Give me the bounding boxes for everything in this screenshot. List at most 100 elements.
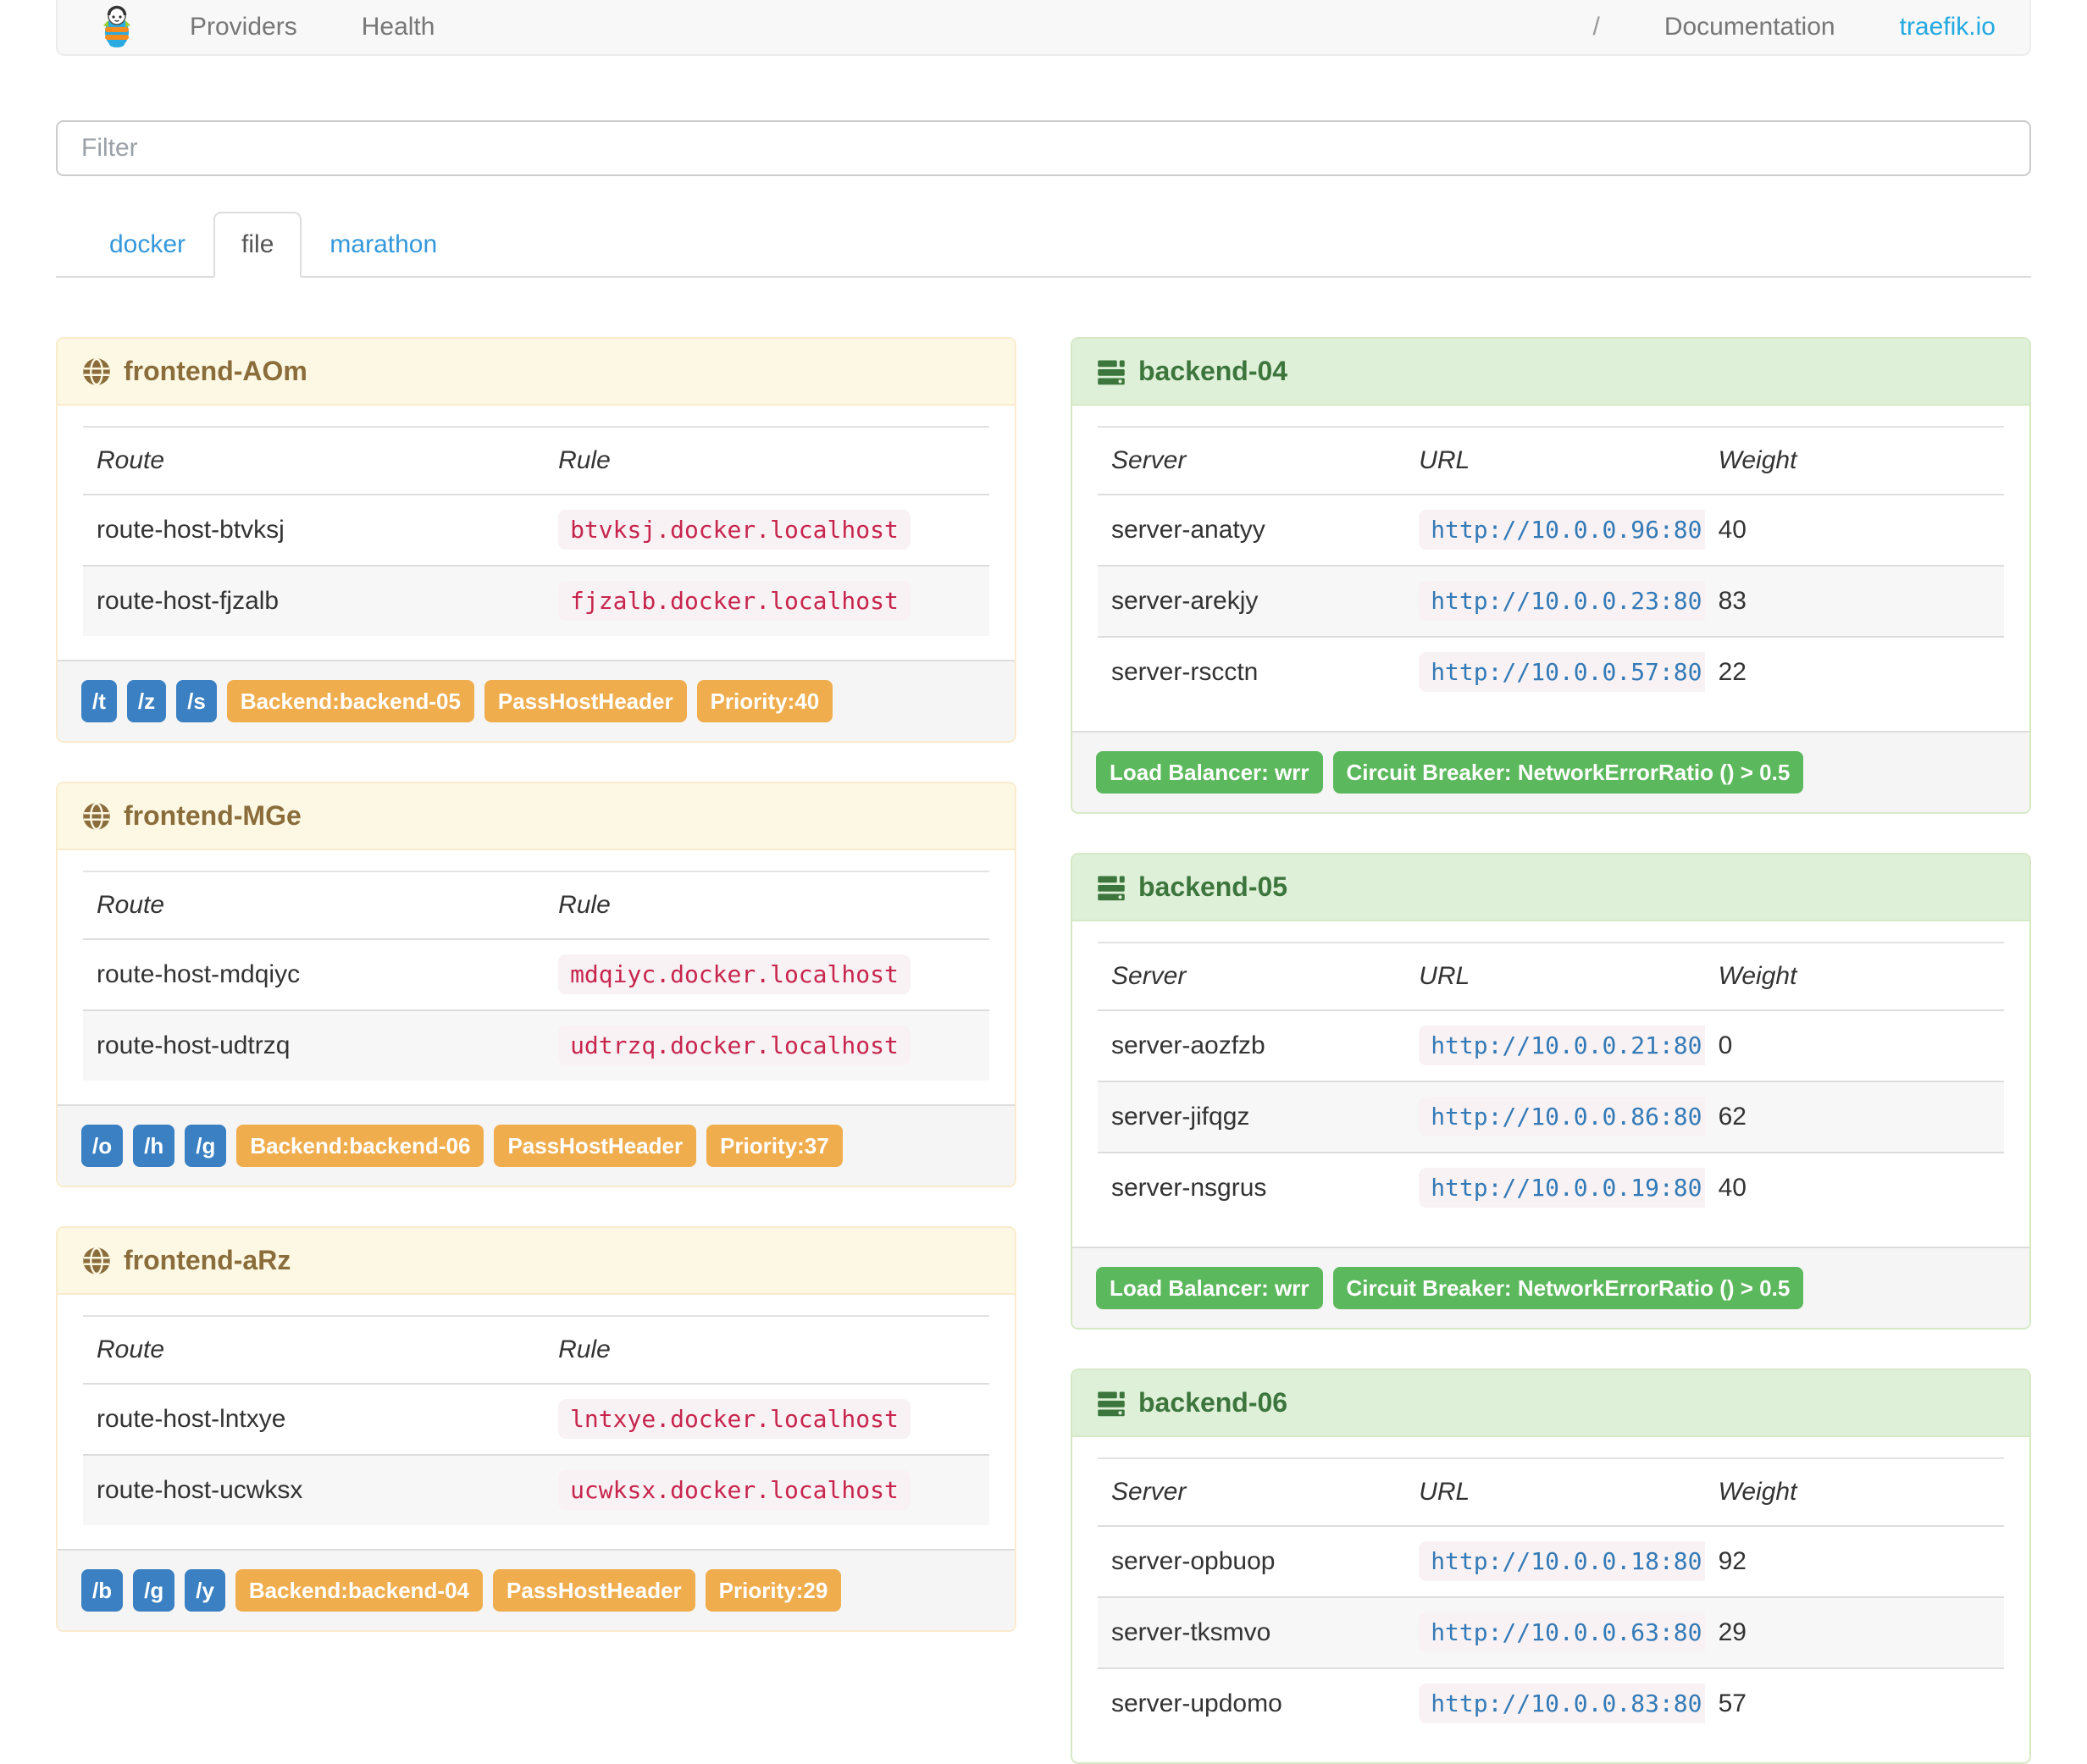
table-cell: http://10.0.0.96:80 <box>1405 495 1705 566</box>
table-cell: server-nsgrus <box>1098 1152 1406 1223</box>
url-code: http://10.0.0.63:80 <box>1419 1612 1705 1652</box>
servers-table: Server URL Weight server-opbuop http://10.0.… <box>1098 1457 2004 1739</box>
servers-table: Server URL Weight server-aozfzb http://10.0.… <box>1098 942 2004 1223</box>
globe-icon <box>81 357 112 387</box>
column-header: URL <box>1405 426 1705 495</box>
table-cell: server-tksmvo <box>1098 1596 1406 1668</box>
column-header: Server <box>1098 942 1406 1011</box>
column-header: Weight <box>1704 1457 2004 1527</box>
rule-code: udtrzq.docker.localhost <box>558 1026 911 1065</box>
server-row: server-arekjy http://10.0.0.23:80 83 <box>1098 565 2004 637</box>
nav-link-providers[interactable]: Providers <box>190 13 297 41</box>
table-cell: server-anatyy <box>1111 516 1265 544</box>
card-header: backend-05 <box>1072 854 2029 921</box>
column-header: Rule <box>545 871 989 940</box>
routes-table: Route Rule route-host-btvksj btvksj.docker.… <box>83 426 989 636</box>
tab-marathon[interactable]: marathon <box>302 212 465 278</box>
table-cell: server-rscctn <box>1098 636 1406 707</box>
backend-setting-tag: Load Balancer: wrr <box>1096 1267 1323 1309</box>
nav-link-documentation[interactable]: Documentation <box>1664 13 1835 41</box>
card-footer: /t/z/s Backend:backend-05 PassHostHeader Pr… <box>58 660 1015 741</box>
tab-label: marathon <box>329 230 438 258</box>
server-row: server-tksmvo http://10.0.0.63:80 29 <box>1098 1596 2004 1668</box>
card-title: frontend-aRz <box>124 1245 291 1275</box>
table-header-row: Route Rule <box>83 426 989 495</box>
table-cell: http://10.0.0.63:80 <box>1405 1596 1705 1668</box>
rule-code: btvksj.docker.localhost <box>558 510 911 550</box>
table-cell: route-host-ucwksx <box>83 1454 545 1525</box>
card-header: frontend-aRz <box>58 1228 1015 1295</box>
table-cell: http://10.0.0.83:80 <box>1405 1667 1705 1739</box>
card-header: frontend-MGe <box>58 783 1015 850</box>
route-row: route-host-mdqiyc mdqiyc.docker.localhost <box>83 939 989 1010</box>
nav-link-traefik-io[interactable]: traefik.io <box>1899 13 1996 41</box>
servers-table: Server URL Weight server-anatyy http://10.0.… <box>1098 426 2004 707</box>
column-header: Route <box>83 1315 545 1385</box>
tab-label: docker <box>109 230 186 258</box>
tab-file[interactable]: file <box>213 212 302 278</box>
table-cell: http://10.0.0.21:80 <box>1405 1010 1705 1081</box>
nav-link-health[interactable]: Health <box>361 13 435 41</box>
backend-setting-tag: Circuit Breaker: NetworkErrorRatio () > … <box>1332 751 1804 794</box>
card-title: backend-05 <box>1138 871 1288 902</box>
rule-code: ucwksx.docker.localhost <box>558 1470 911 1510</box>
table-cell: route-host-btvksj <box>97 516 285 544</box>
table-cell: 40 <box>1718 516 1747 544</box>
table-cell: 40 <box>1704 1152 2004 1223</box>
table-cell: 92 <box>1718 1547 1747 1575</box>
card-header: backend-04 <box>1072 339 2029 406</box>
route-row: route-host-btvksj btvksj.docker.localhost <box>83 495 989 566</box>
frontend-setting-tag: Backend:backend-05 <box>226 680 474 722</box>
routes-table: Route Rule route-host-mdqiyc mdqiyc.docker.… <box>83 871 989 1081</box>
table-header-row: Route Rule <box>83 871 989 940</box>
table-cell: server-aozfzb <box>1111 1031 1265 1059</box>
backends-column: backend-04 Server URL Weight server-anatyy ht… <box>1071 337 2031 1764</box>
navbar-left: Providers Health <box>80 5 467 49</box>
filter-input[interactable] <box>56 120 2031 176</box>
url-code: http://10.0.0.23:80 <box>1419 581 1705 621</box>
table-header-row: Server URL Weight <box>1098 1457 2004 1527</box>
column-header: URL <box>1405 1457 1705 1527</box>
navbar: Providers Health / Documentation traefik… <box>56 0 2031 56</box>
card-footer: /b/g/y Backend:backend-04 PassHostHeader Pr… <box>58 1549 1015 1630</box>
table-cell: btvksj.docker.localhost <box>545 495 989 566</box>
backend-setting-tag: Circuit Breaker: NetworkErrorRatio () > … <box>1332 1267 1804 1309</box>
frontend-setting-tag: PassHostHeader <box>484 680 687 722</box>
route-row: route-host-lntxye lntxye.docker.localhost <box>83 1384 989 1455</box>
nav-link-slash[interactable]: / <box>1592 13 1600 41</box>
frontend-card: frontend-MGe Route Rule route-host-mdqiyc md… <box>56 782 1016 1187</box>
card-header: backend-06 <box>1072 1370 2029 1437</box>
server-row: server-jifqgz http://10.0.0.86:80 62 <box>1098 1081 2004 1153</box>
card-footer: Load Balancer: wrr Circuit Breaker: Netwo… <box>1072 1247 2029 1328</box>
route-tag: /t <box>81 680 117 722</box>
column-header: Rule <box>545 426 989 495</box>
tab-docker[interactable]: docker <box>81 212 213 278</box>
route-tag: /y <box>185 1569 225 1612</box>
card-body: Route Rule route-host-btvksj btvksj.docker.… <box>58 406 1015 660</box>
card-footer: /o/h/g Backend:backend-06 PassHostHeader Pr… <box>58 1104 1015 1186</box>
provider-panels: frontend-AOm Route Rule route-host-btvksj bt… <box>56 337 2031 1764</box>
server-icon <box>1096 1388 1127 1418</box>
frontend-setting-tag: Backend:backend-06 <box>236 1125 484 1167</box>
table-cell: http://10.0.0.18:80 <box>1405 1526 1705 1597</box>
route-tag: /h <box>133 1125 175 1167</box>
tabs: docker file marathon <box>56 212 2031 278</box>
traefik-logo-icon[interactable] <box>80 5 158 49</box>
column-header: Weight <box>1704 426 2004 495</box>
column-header: Route <box>83 871 545 940</box>
url-code: http://10.0.0.96:80 <box>1419 510 1705 550</box>
table-header-row: Server URL Weight <box>1098 426 2004 495</box>
table-cell: server-opbuop <box>1111 1547 1276 1575</box>
server-row: server-aozfzb http://10.0.0.21:80 0 <box>1098 1010 2004 1081</box>
card-title: frontend-MGe <box>124 800 302 831</box>
table-cell: 29 <box>1704 1596 2004 1668</box>
table-cell: route-host-lntxye <box>97 1405 286 1433</box>
url-code: http://10.0.0.57:80 <box>1419 652 1705 692</box>
column-header: Weight <box>1704 942 2004 1011</box>
card-body: Route Rule route-host-lntxye lntxye.docker.… <box>58 1295 1015 1549</box>
card-title: backend-06 <box>1138 1387 1288 1418</box>
card-header: frontend-AOm <box>58 339 1015 406</box>
route-row: route-host-ucwksx ucwksx.docker.localhost <box>83 1454 989 1525</box>
table-cell: ucwksx.docker.localhost <box>545 1454 989 1525</box>
frontend-setting-tag: PassHostHeader <box>494 1125 697 1167</box>
